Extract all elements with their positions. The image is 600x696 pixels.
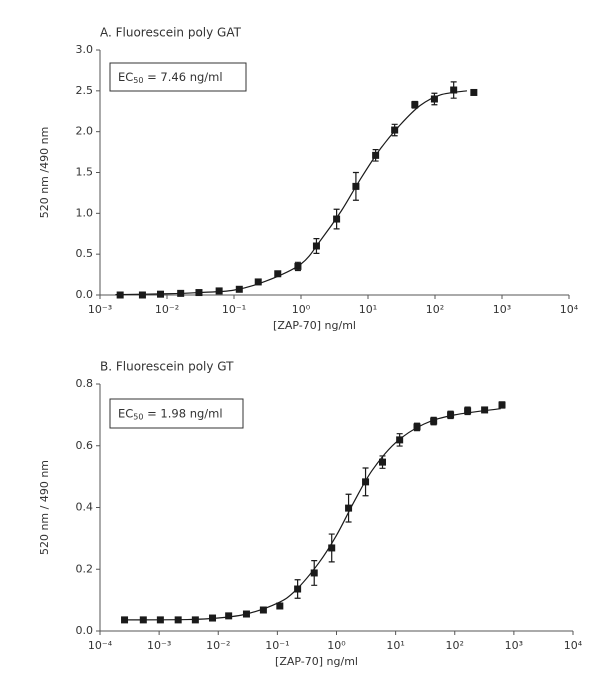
- data-point: [259, 606, 267, 614]
- data-point: [447, 411, 455, 419]
- x-tick-label: 10²: [446, 639, 464, 652]
- annotation-subscript: 50: [133, 412, 143, 421]
- x-tick-label: 10⁰: [292, 303, 311, 316]
- data-point: [139, 616, 147, 624]
- data-point: [225, 612, 233, 620]
- data-point: [481, 406, 489, 414]
- data-point: [116, 291, 124, 299]
- data-point: [391, 126, 399, 134]
- fit-curve: [123, 408, 501, 621]
- data-point: [177, 289, 185, 297]
- x-axis-label: [ZAP-70] ng/ml: [275, 655, 358, 668]
- x-tick-label: 10⁻³: [88, 303, 112, 316]
- x-tick-label: 10³: [505, 639, 523, 652]
- x-tick-label: 10⁻¹: [265, 639, 289, 652]
- data-point: [254, 278, 262, 286]
- data-point: [450, 86, 458, 94]
- y-tick-label: 0.5: [76, 247, 94, 260]
- data-point: [310, 569, 318, 577]
- data-point: [276, 602, 284, 610]
- annotation-text: = 1.98 ng/ml: [143, 406, 222, 420]
- data-point: [333, 215, 341, 223]
- panel-title: B. Fluorescein poly GT: [100, 360, 234, 374]
- data-point: [235, 285, 243, 293]
- x-tick-label: 10⁻²: [206, 639, 230, 652]
- annotation-box: [109, 398, 244, 429]
- panel: B. Fluorescein poly GT 0.0 0.2 0.4 0.6 0.8 10⁻…: [38, 360, 583, 669]
- y-tick-label: 0.2: [76, 562, 94, 575]
- data-point: [209, 614, 217, 622]
- data-point: [121, 616, 129, 624]
- annotation: EC50 = 1.98 ng/ml: [118, 406, 223, 421]
- y-tick-label: 0.4: [76, 501, 94, 514]
- y-axis-label: 520 nm /490 nm: [38, 127, 51, 219]
- data-point: [498, 401, 506, 409]
- data-point: [464, 407, 472, 415]
- data-point: [242, 610, 250, 618]
- x-axis-label: [ZAP-70] ng/ml: [273, 319, 356, 332]
- y-tick-label: 1.0: [76, 206, 94, 219]
- x-tick-label: 10⁻³: [147, 639, 171, 652]
- data-point: [138, 291, 146, 299]
- data-point: [379, 458, 387, 466]
- data-point: [372, 151, 380, 159]
- data-point: [413, 423, 421, 431]
- x-tick-label: 10⁻⁴: [88, 639, 113, 652]
- y-tick-label: 0.6: [76, 439, 94, 452]
- x-tick-label: 10⁻²: [155, 303, 179, 316]
- data-point: [430, 95, 438, 103]
- data-point: [328, 544, 336, 552]
- data-point: [294, 585, 302, 593]
- annotation-box: [109, 62, 247, 92]
- data-point: [294, 262, 302, 270]
- data-point: [312, 242, 320, 250]
- y-tick-label: 0.0: [76, 624, 94, 637]
- fit-curve: [115, 90, 468, 296]
- y-tick-label: 2.5: [76, 84, 94, 97]
- annotation-text: = 7.46 ng/ml: [143, 70, 222, 84]
- annotation: EC50 = 7.46 ng/ml: [118, 70, 223, 85]
- y-tick-label: 0.8: [76, 377, 94, 390]
- data-point: [157, 290, 165, 298]
- y-tick-label: 1.5: [76, 166, 94, 179]
- y-tick-label: 2.0: [76, 125, 94, 138]
- x-tick-label: 10³: [493, 303, 511, 316]
- y-tick-label: 3.0: [76, 43, 94, 56]
- data-point: [345, 504, 353, 512]
- data-point: [396, 436, 404, 444]
- x-tick-label: 10¹: [386, 639, 404, 652]
- x-tick-label: 10⁰: [327, 639, 346, 652]
- annotation-text: EC: [118, 406, 133, 420]
- data-point: [352, 182, 360, 190]
- data-point: [174, 616, 182, 624]
- data-point: [430, 417, 438, 425]
- x-tick-label: 10⁴: [560, 303, 579, 316]
- x-tick-label: 10⁻¹: [222, 303, 246, 316]
- data-point: [156, 616, 164, 624]
- y-axis-label: 520 nm / 490 nm: [38, 460, 51, 555]
- data-point: [470, 88, 478, 96]
- x-tick-label: 10¹: [359, 303, 377, 316]
- data-point: [411, 101, 419, 109]
- panel: A. Fluorescein poly GAT 0.0 0.5 1.0 1.5 2.0 2.…: [38, 26, 579, 333]
- data-point: [362, 478, 370, 486]
- annotation-subscript: 50: [133, 76, 143, 85]
- data-point: [274, 270, 282, 278]
- data-point: [195, 289, 203, 297]
- data-point: [215, 287, 223, 295]
- panel-title: A. Fluorescein poly GAT: [100, 26, 242, 40]
- x-tick-label: 10²: [426, 303, 444, 316]
- x-tick-label: 10⁴: [564, 639, 583, 652]
- data-point: [191, 616, 199, 624]
- annotation-text: EC: [118, 70, 133, 84]
- y-tick-label: 0.0: [76, 288, 94, 301]
